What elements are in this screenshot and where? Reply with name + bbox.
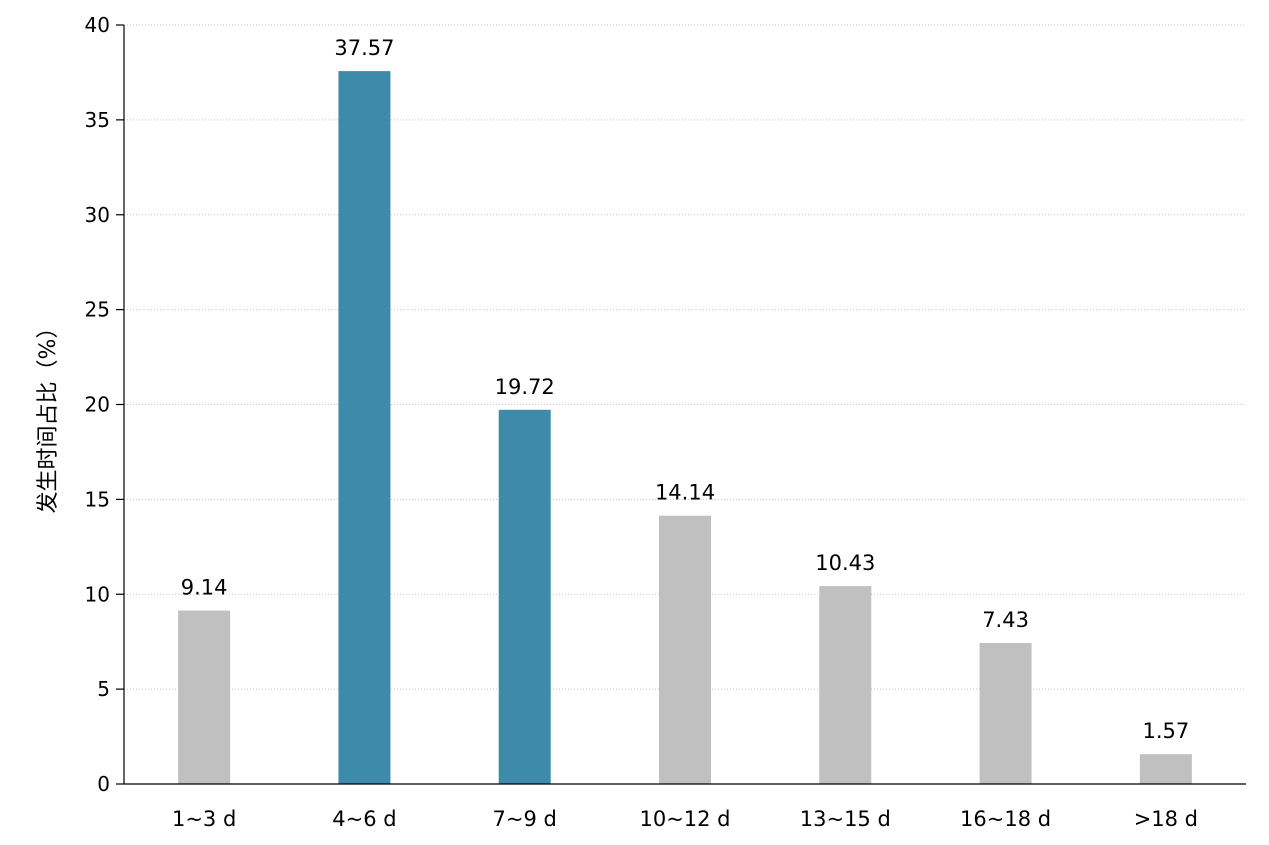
data-labels: 9.14 37.57 19.72 14.14 10.43 7.43 1.57 xyxy=(181,36,1189,743)
data-label: 37.57 xyxy=(334,36,394,60)
y-tick-label: 25 xyxy=(85,298,110,322)
data-label: 14.14 xyxy=(655,481,715,505)
x-tick-label: 4~6 d xyxy=(332,807,396,831)
y-tick-label: 30 xyxy=(85,203,110,227)
x-tick-label: >18 d xyxy=(1134,807,1198,831)
y-tick-label: 10 xyxy=(85,582,110,606)
x-tick-label: 7~9 d xyxy=(493,807,557,831)
bar xyxy=(498,409,551,784)
bar xyxy=(819,586,872,784)
y-tick-label: 0 xyxy=(97,772,110,796)
y-tick-label: 20 xyxy=(85,393,110,417)
data-label: 10.43 xyxy=(815,551,875,575)
data-label: 9.14 xyxy=(181,576,228,600)
bar xyxy=(1139,754,1192,784)
data-label: 19.72 xyxy=(495,375,555,399)
x-tick-label: 1~3 d xyxy=(172,807,236,831)
bar xyxy=(979,643,1032,784)
axes: 0 5 10 15 20 25 30 35 40 1~3 d 4~6 d 7~9 d 10~12 d 13… xyxy=(85,13,1246,831)
data-label: 1.57 xyxy=(1142,719,1189,743)
y-tick-label: 35 xyxy=(85,108,110,132)
x-tick-label: 10~12 d xyxy=(639,807,730,831)
data-label: 7.43 xyxy=(982,608,1029,632)
bars xyxy=(178,71,1192,784)
y-tick-label: 5 xyxy=(97,677,110,701)
bar xyxy=(338,71,391,784)
y-tick-label: 15 xyxy=(85,487,110,511)
x-tick-label: 13~15 d xyxy=(800,807,891,831)
bar xyxy=(659,515,711,784)
bar xyxy=(178,610,231,784)
y-tick-label: 40 xyxy=(85,13,110,37)
y-axis-title: 发生时间占比（%） xyxy=(36,317,61,514)
x-tick-label: 16~18 d xyxy=(960,807,1051,831)
